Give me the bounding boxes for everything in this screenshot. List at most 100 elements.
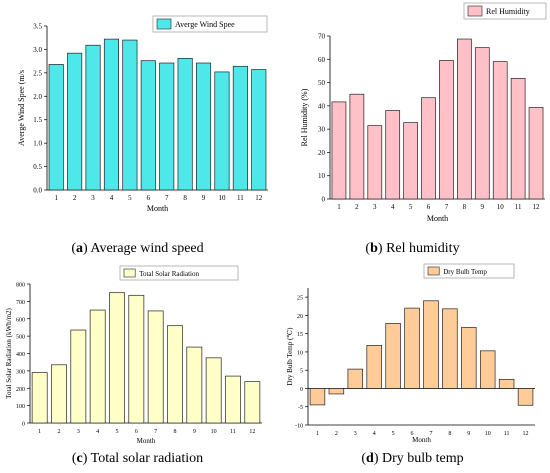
x-tick-label: 10 <box>497 203 505 211</box>
legend-swatch <box>123 268 136 278</box>
bar <box>461 327 477 389</box>
y-axis-label: Averge Wind Spee (m/s <box>17 70 26 146</box>
legend-label: Total Solar Radiation <box>139 270 199 278</box>
bar <box>167 325 183 424</box>
x-tick-label: 10 <box>485 431 491 437</box>
bar <box>186 346 203 424</box>
legend-box <box>119 265 239 281</box>
bar <box>177 57 193 191</box>
x-tick-label: 3 <box>77 429 80 435</box>
x-tick-label: 4 <box>110 194 114 202</box>
y-tick-label: -10 <box>295 424 303 430</box>
caption-b: (b) Rel humidity <box>365 241 460 256</box>
x-tick-label: 7 <box>154 429 157 435</box>
x-tick-label: 2 <box>335 431 338 437</box>
bar <box>309 388 326 406</box>
bar <box>517 388 534 406</box>
chart-0: 0.00.51.01.52.02.53.03.51 2 3 4 5 6 7 8 9 10 11 12M… <box>17 15 268 213</box>
bar <box>385 323 401 389</box>
x-tick-label: 9 <box>481 203 485 211</box>
bar <box>421 97 436 200</box>
y-tick-label: 40 <box>318 102 326 110</box>
x-tick-label: 4 <box>96 429 99 435</box>
legend: Rel Humidity <box>463 2 547 20</box>
y-tick-label: -5 <box>298 405 303 411</box>
x-tick-label: 12 <box>523 431 529 437</box>
x-tick-label: 12 <box>255 194 263 202</box>
x-tick-label: 11 <box>515 203 522 211</box>
y-tick-label: 25 <box>297 296 303 302</box>
bar <box>366 345 382 389</box>
caption-d: (d) Dry bulb temp <box>361 451 464 466</box>
y-tick-label: 50 <box>318 79 326 87</box>
x-tick-label: 12 <box>249 429 255 435</box>
legend: Averge Wind Spee <box>152 15 268 33</box>
y-tick-label: 0.5 <box>33 163 42 171</box>
bar <box>474 47 490 200</box>
bar <box>479 350 496 389</box>
legend-label: Averge Wind Spee <box>175 20 235 29</box>
legend: Dry Bulb Temp <box>423 263 515 279</box>
bar <box>159 62 175 191</box>
x-tick-label: 9 <box>193 429 196 435</box>
bar <box>498 378 515 389</box>
bar <box>85 44 101 191</box>
y-tick-label: 700 <box>16 300 25 306</box>
y-tick-label: 0.0 <box>33 187 42 195</box>
x-tick-label: 5 <box>409 203 413 211</box>
bar <box>385 110 401 200</box>
legend-box <box>152 15 268 33</box>
legend-label: Dry Bulb Temp <box>443 268 487 276</box>
x-tick-label: 8 <box>463 203 467 211</box>
bar <box>442 308 458 389</box>
y-tick-label: 60 <box>318 56 326 64</box>
x-tick-label: 11 <box>504 431 510 437</box>
bar <box>196 62 212 191</box>
legend: Total Solar Radiation <box>119 265 239 281</box>
y-tick-label: 10 <box>318 172 326 180</box>
y-tick-label: 1.5 <box>33 116 42 124</box>
legend-box <box>463 2 547 20</box>
x-axis-label: Month <box>147 204 168 213</box>
x-tick-label: 2 <box>355 203 359 211</box>
x-tick-label: 2 <box>58 429 61 435</box>
x-tick-label: 7 <box>165 194 169 202</box>
bar <box>347 368 364 389</box>
y-tick-label: 5 <box>300 369 303 375</box>
bar <box>439 60 454 200</box>
y-tick-label: 70 <box>318 33 326 41</box>
x-tick-label: 7 <box>445 203 449 211</box>
x-tick-label: 9 <box>202 194 206 202</box>
bar <box>122 39 138 191</box>
x-tick-label: 6 <box>427 203 431 211</box>
x-axis-label: Month <box>137 437 156 445</box>
bar <box>103 38 119 191</box>
bar <box>404 307 420 389</box>
x-tick-label: 7 <box>429 431 432 437</box>
y-tick-label: 300 <box>16 369 25 375</box>
y-axis-label: Total Solar Radiation (kWh/m2) <box>5 307 13 398</box>
y-tick-label: 1.0 <box>33 140 42 148</box>
y-tick-label: 500 <box>16 335 25 341</box>
y-tick-label: 600 <box>16 317 25 323</box>
bar <box>205 357 222 424</box>
bar <box>367 125 383 200</box>
y-tick-label: 20 <box>318 149 326 157</box>
x-tick-label: 2 <box>73 194 77 202</box>
legend-swatch <box>467 5 483 17</box>
x-tick-label: 5 <box>116 429 119 435</box>
y-tick-label: 0 <box>22 422 25 428</box>
y-axis-label: Dry Bulb Temp (℃) <box>286 327 294 386</box>
legend-swatch <box>427 266 440 276</box>
x-tick-label: 4 <box>373 431 376 437</box>
y-tick-label: 0 <box>322 196 326 204</box>
x-tick-label: 11 <box>237 194 244 202</box>
bar <box>89 309 106 424</box>
y-tick-label: 20 <box>297 314 303 320</box>
bar <box>331 101 347 200</box>
legend-box <box>423 263 515 279</box>
bar <box>510 78 526 200</box>
x-tick-label: 11 <box>230 429 236 435</box>
